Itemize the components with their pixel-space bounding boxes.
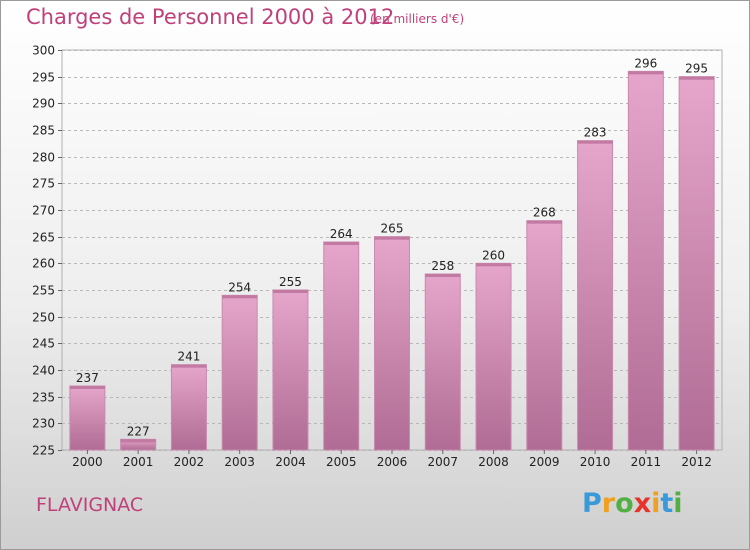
x-tick-label: 2012 [681,455,712,469]
bar [170,364,207,451]
data-label: 296 [634,56,657,70]
logo-letter: P [582,488,602,519]
data-label: 255 [279,275,302,289]
x-tick-label: 2010 [580,455,611,469]
x-tick-label: 2007 [427,455,458,469]
bar [678,76,715,451]
x-tick-label: 2009 [529,455,560,469]
x-tick-label: 2006 [377,455,408,469]
bar-cap [374,236,410,240]
logo-letter: t [660,488,674,519]
y-tick-label: 270 [32,204,55,218]
bar [69,385,106,451]
logo-letter: i [673,488,683,519]
bar-cap [577,140,613,144]
x-tick-label: 2008 [478,455,509,469]
bar [323,241,360,451]
x-tick-label: 2003 [224,455,255,469]
y-tick-label: 290 [32,97,55,111]
data-label: 283 [584,126,607,140]
bar-cap [171,364,207,368]
data-label: 237 [76,371,99,385]
bar-cap [679,76,715,80]
x-axis: 2000 2001 2002 2003 2004 2005 2006 2007 2008 2009… [72,450,712,469]
bar-cap [425,274,461,277]
logo-letter: x [633,488,652,519]
y-tick-label: 235 [32,391,55,405]
bar [475,262,512,451]
data-label: 260 [482,248,505,262]
chart-title: Charges de Personnel 2000 à 2012 [26,5,395,29]
x-tick-label: 2002 [174,455,205,469]
bar [424,273,461,451]
data-label: 295 [685,62,708,76]
data-label: 264 [330,227,353,241]
bar-cap [476,263,512,267]
bar [526,220,563,451]
y-tick-label: 225 [32,444,55,458]
proxiti-logo: Proxiti [582,488,683,519]
y-tick-label: 245 [32,337,55,351]
bar-cap [120,439,156,443]
bar-cap [323,242,359,245]
bar [577,140,614,451]
x-tick-label: 2004 [275,455,306,469]
bar-cap [272,290,308,293]
logo-letter: r [601,488,616,519]
y-tick-label: 295 [32,71,55,85]
y-tick-label: 275 [32,177,55,191]
bar-cap [222,295,258,299]
data-label: 254 [228,280,251,294]
y-tick-label: 280 [32,151,55,165]
data-label: 268 [533,206,556,220]
bar [627,70,664,451]
bar [374,236,410,451]
chart-subtitle: (en milliers d'€) [370,12,465,26]
x-tick-label: 2011 [631,455,662,469]
logo-letter: i [651,488,661,519]
y-tick-label: 230 [32,417,55,431]
y-tick-label: 260 [32,257,55,271]
y-tick-label: 240 [32,364,55,378]
bar [272,289,309,451]
logo-letter: o [615,488,634,519]
x-tick-label: 2001 [123,455,154,469]
data-label: 241 [177,350,200,364]
x-tick-label: 2000 [72,455,103,469]
data-label: 265 [381,222,404,236]
data-label: 258 [431,259,454,273]
y-tick-label: 250 [32,311,55,325]
y-tick-label: 265 [32,231,55,245]
bar-cap [69,386,105,389]
city-name: FLAVIGNAC [36,494,144,516]
y-tick-label: 300 [32,44,55,58]
bar [221,294,258,451]
y-tick-label: 285 [32,124,55,138]
bar-cap [526,220,562,224]
y-axis: 225 230 235 240 245 250 255 260 265 270 275 280 285 2… [32,44,62,458]
x-tick-label: 2005 [326,455,357,469]
y-tick-label: 255 [32,284,55,298]
bars: 237 227 241 254 255 264 265 258 260 268 283 296 295 [69,56,715,451]
data-label: 227 [127,424,150,438]
bar-cap [628,71,664,75]
